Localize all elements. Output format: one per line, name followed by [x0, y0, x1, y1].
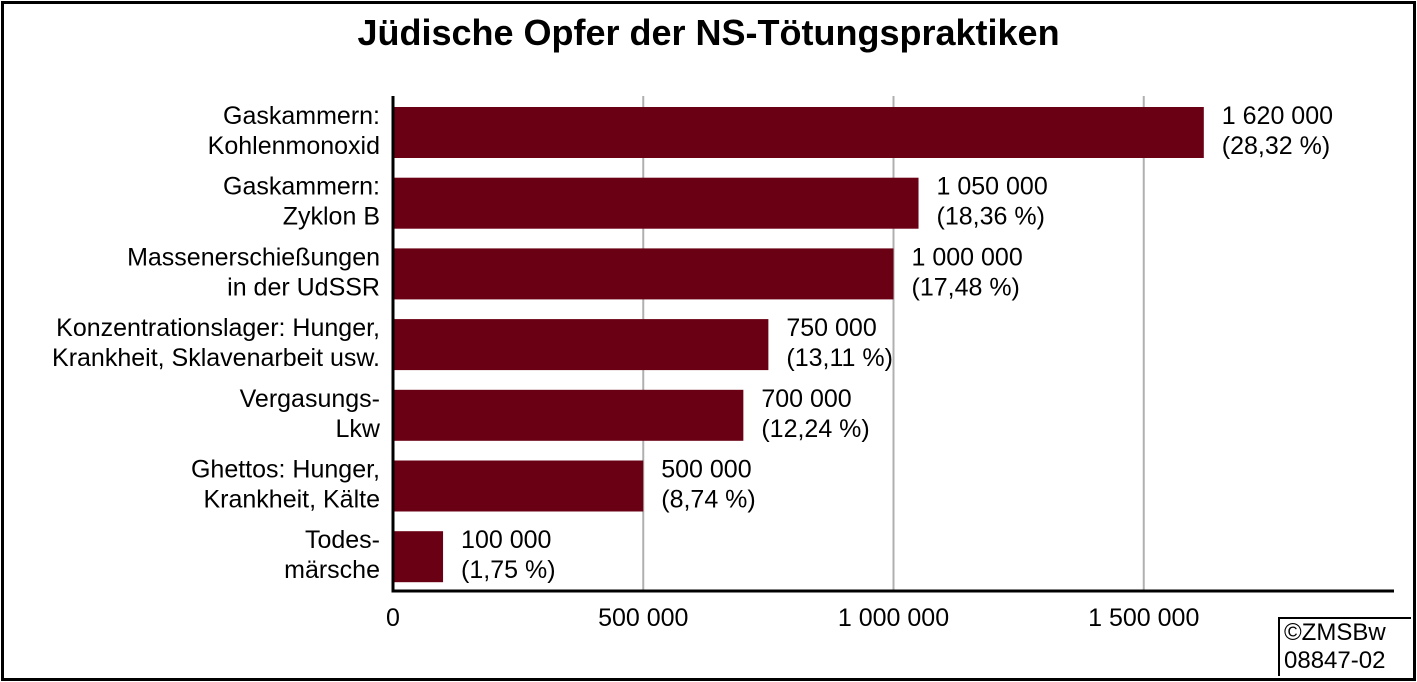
- value-label: 700 000 (12,24 %): [761, 385, 869, 443]
- value-label-line: (18,36 %): [937, 203, 1045, 231]
- category-label: Ghettos: Hunger, Krankheit, Kälte: [191, 456, 380, 514]
- category-label-line: Konzentrationslager: Hunger,: [56, 314, 380, 342]
- bar: [393, 319, 769, 371]
- chart-title: Jüdische Opfer der NS-Tötungspraktiken: [357, 12, 1060, 53]
- value-label-line: 100 000: [461, 526, 551, 554]
- value-label: 750 000 (13,11 %): [786, 314, 893, 372]
- credit-copyright: ©ZMSBw: [1284, 619, 1386, 646]
- category-label: Vergasungs-Lkw: [240, 385, 381, 443]
- value-label: 1 000 000 (17,48 %): [912, 243, 1023, 301]
- x-tick-label: 0: [386, 604, 400, 632]
- value-label-line: 1 050 000: [937, 173, 1048, 201]
- category-label-line: märsche: [284, 556, 380, 584]
- category-label: Massenerschießungen in der UdSSR: [127, 243, 380, 301]
- category-label-line: Zyklon B: [283, 203, 380, 231]
- category-label-line: Lkw: [336, 415, 381, 443]
- value-label-line: (1,75 %): [461, 556, 555, 584]
- category-label-line: Gaskammern:: [223, 102, 380, 130]
- axes: [391, 96, 1394, 593]
- category-label-line: in der UdSSR: [227, 273, 380, 301]
- bar: [393, 248, 894, 300]
- bars: [393, 107, 1204, 583]
- bar: [393, 531, 444, 583]
- category-label: Gaskammern: Kohlenmonoxid: [208, 102, 380, 160]
- bar: [393, 389, 744, 441]
- x-tick-label: 500 000: [598, 604, 688, 632]
- value-label-line: 700 000: [761, 385, 851, 413]
- credit-id: 08847-02: [1284, 647, 1386, 674]
- category-label-line: Vergasungs-: [240, 385, 380, 413]
- value-label-line: 500 000: [661, 456, 751, 484]
- value-label-line: (13,11 %): [786, 344, 893, 372]
- value-label: 500 000 (8,74 %): [661, 456, 755, 514]
- bar: [393, 177, 919, 229]
- category-label: Gaskammern: Zyklon B: [223, 173, 380, 231]
- category-label-line: Massenerschießungen: [127, 243, 380, 271]
- value-label-line: (12,24 %): [761, 415, 869, 443]
- value-label: 1 050 000 (18,36 %): [937, 173, 1048, 231]
- category-label: Todes-märsche: [284, 526, 380, 584]
- category-label-line: Kohlenmonoxid: [208, 132, 380, 160]
- value-label: 100 000 (1,75 %): [461, 526, 555, 584]
- bar: [393, 107, 1204, 158]
- value-label-line: (28,32 %): [1222, 132, 1330, 160]
- credit-box: ©ZMSBw 08847-02: [1278, 617, 1411, 676]
- value-label-line: 1 000 000: [912, 243, 1023, 271]
- category-label-line: Gaskammern:: [223, 173, 380, 201]
- value-label-line: 1 620 000: [1222, 102, 1333, 130]
- value-label-line: (8,74 %): [661, 486, 755, 514]
- value-label-line: (17,48 %): [912, 273, 1020, 301]
- category-label-line: Krankheit, Kälte: [204, 486, 381, 514]
- category-label: Konzentrationslager: Hunger, Krankheit, S…: [52, 314, 380, 372]
- x-tick-label: 1 500 000: [1088, 604, 1199, 632]
- x-tick-label: 1 000 000: [838, 604, 949, 632]
- category-label-line: Ghettos: Hunger,: [191, 456, 380, 484]
- value-label-line: 750 000: [786, 314, 876, 342]
- value-label: 1 620 000 (28,32 %): [1222, 102, 1333, 160]
- category-label-line: Todes-: [305, 526, 380, 554]
- bar: [393, 460, 644, 512]
- category-label-line: Krankheit, Sklavenarbeit usw.: [52, 344, 380, 372]
